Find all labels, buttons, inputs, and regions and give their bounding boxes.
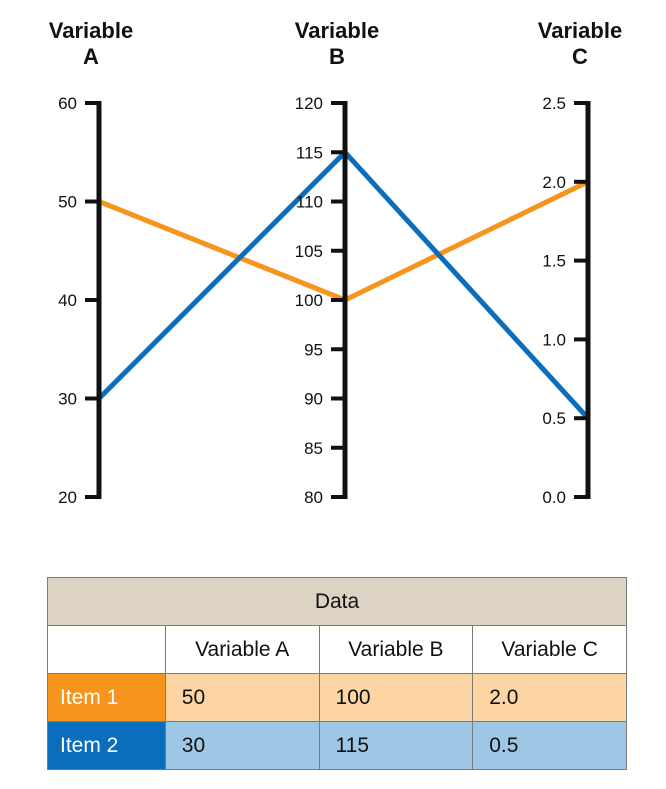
table-row-item-2: Item 2 30 115 0.5: [47, 721, 627, 770]
tick-label-c-2.0: 2.0: [542, 173, 566, 192]
tick-label-a-20: 20: [58, 488, 77, 507]
tick-label-c-0.0: 0.0: [542, 488, 566, 507]
data-table: Data Variable A Variable B Variable C It…: [47, 577, 627, 770]
tick-label-b-85: 85: [304, 439, 323, 458]
table-header-blank: [47, 625, 166, 674]
tick-label-c-0.5: 0.5: [542, 409, 566, 428]
tick-label-c-1.0: 1.0: [542, 330, 566, 349]
tick-label-b-110: 110: [296, 193, 323, 212]
tick-label-b-120: 120: [295, 94, 323, 113]
tick-label-a-60: 60: [58, 94, 77, 113]
cell-item-1-c: 2.0: [472, 673, 627, 722]
cell-item-2-c: 0.5: [472, 721, 627, 770]
table-row-item-1: Item 1 50 100 2.0: [47, 673, 627, 722]
tick-label-b-105: 105: [295, 242, 323, 261]
tick-label-c-1.5: 1.5: [542, 252, 566, 271]
cell-item-2-b: 115: [318, 721, 474, 770]
table-header-variable-a: Variable A: [164, 625, 320, 674]
parallel-coordinates-chart: VariableA6050403020VariableB120115110105…: [49, 18, 622, 507]
table-header-variable-c: Variable C: [472, 625, 627, 674]
table-title: Data: [47, 577, 627, 626]
row-label-item-2: Item 2: [47, 721, 166, 770]
axis-title-b-line-1: Variable: [295, 18, 379, 43]
table-header-variable-b: Variable B: [318, 625, 474, 674]
table-header-row: Variable A Variable B Variable C: [47, 625, 627, 674]
axis-title-a-line-1: Variable: [49, 18, 133, 43]
axis-title-a-line-2: A: [83, 44, 99, 69]
tick-label-b-95: 95: [304, 340, 323, 359]
tick-label-a-40: 40: [58, 291, 77, 310]
tick-label-c-2.5: 2.5: [542, 94, 566, 113]
axis-title-c-line-1: Variable: [538, 18, 622, 43]
cell-item-2-a: 30: [164, 721, 320, 770]
tick-label-a-50: 50: [58, 193, 77, 212]
cell-item-1-b: 100: [318, 673, 474, 722]
tick-label-b-80: 80: [304, 488, 323, 507]
tick-label-b-115: 115: [296, 143, 323, 162]
row-label-item-1: Item 1: [47, 673, 166, 722]
axis-title-b-line-2: B: [329, 44, 345, 69]
tick-label-b-90: 90: [304, 390, 323, 409]
tick-label-a-30: 30: [58, 390, 77, 409]
cell-item-1-a: 50: [164, 673, 320, 722]
axis-title-c-line-2: C: [572, 44, 588, 69]
tick-label-b-100: 100: [295, 291, 323, 310]
